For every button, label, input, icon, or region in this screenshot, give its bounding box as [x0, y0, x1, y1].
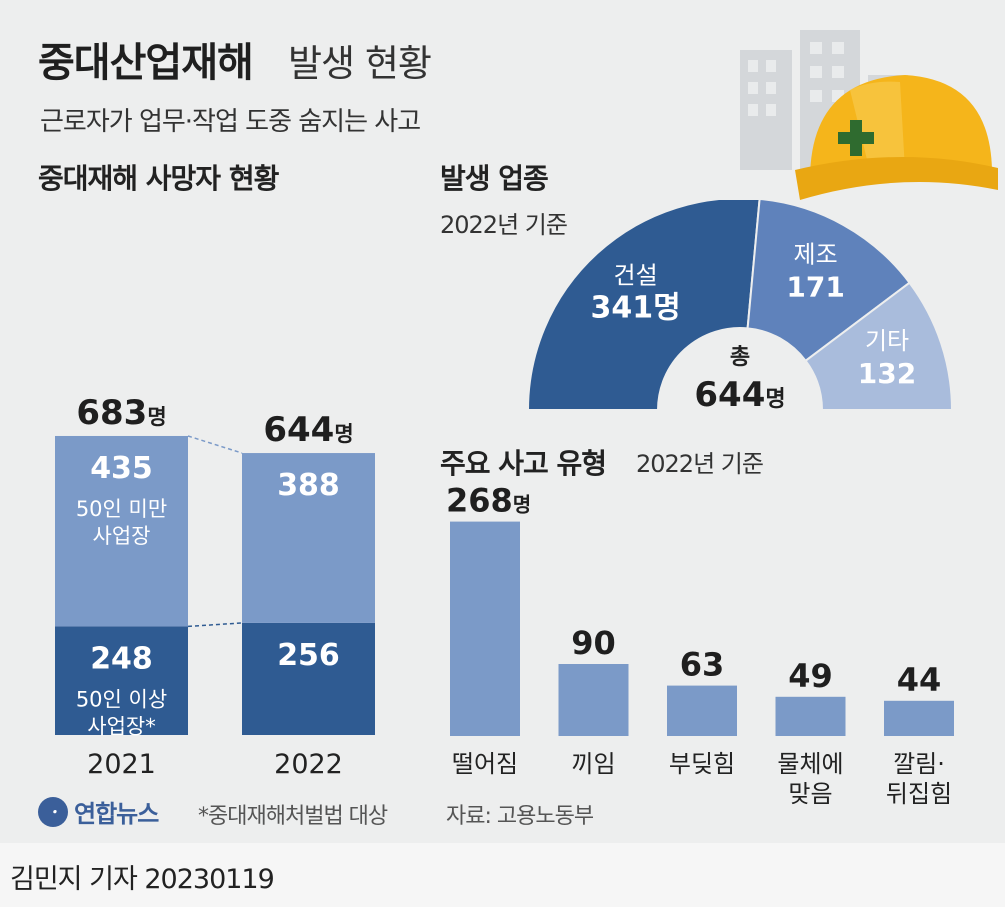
donut-slice-건설 — [526, 200, 761, 411]
donut-slice-제조 — [746, 200, 911, 363]
bar-깔림· 뒤집힘 — [884, 700, 954, 736]
series-label-under50: 50인 미만 — [76, 497, 167, 521]
slice-value: 171 — [786, 271, 844, 304]
source-note: 자료: 고용노동부 — [446, 804, 594, 829]
donut-slice-기타 — [804, 281, 954, 411]
bar-떨어짐 — [450, 521, 520, 736]
industry-chart-subtitle: 2022년 기준 — [440, 211, 568, 239]
series-label-50plus: 사업장* — [87, 714, 155, 738]
bar-물체에 맞음 — [775, 696, 846, 736]
bar-segment-under50 — [55, 435, 188, 627]
total-label: 683명 — [76, 393, 166, 433]
data-label: 44 — [897, 661, 942, 699]
slice-value: 132 — [858, 357, 916, 390]
bar-끼임 — [558, 664, 629, 736]
x-tick-label: 뒤집힘 — [886, 780, 952, 808]
center-label: 총 — [730, 345, 750, 370]
deaths-chart-title: 중대재해 사망자 현황 — [38, 162, 279, 195]
credit-bar — [0, 843, 1005, 907]
data-label: 49 — [788, 657, 833, 695]
series-label-50plus: 50인 이상 — [76, 687, 167, 711]
data-label-50plus: 256 — [277, 638, 340, 673]
slice-label: 기타 — [865, 327, 909, 355]
bar-segment-50plus — [55, 626, 188, 735]
x-tick-label: 깔림· — [893, 750, 945, 778]
accident-type-chart-subtitle: 2022년 기준 — [636, 450, 764, 478]
industry-chart-title: 발생 업종 — [440, 162, 549, 195]
bar-segment-under50 — [242, 453, 375, 623]
connector-line — [187, 435, 243, 454]
bar-segment-50plus — [242, 622, 375, 735]
connector-line — [187, 622, 243, 628]
center-total: 644명 — [694, 375, 785, 415]
x-tick-label: 맞음 — [788, 780, 832, 808]
page-subtitle: 근로자가 업무·작업 도중 숨지는 사고 — [40, 107, 421, 137]
footnote: *중대재해처벌법 대상 — [198, 804, 388, 829]
yonhap-logo-text: 연합뉴스 — [74, 800, 159, 828]
series-label-under50: 사업장 — [93, 524, 151, 548]
x-tick-label: 2022 — [274, 749, 343, 780]
bar-부딪힘 — [667, 685, 737, 736]
yonhap-logo: ㆍ 연합뉴스 — [38, 794, 159, 829]
data-label: 268명 — [446, 482, 531, 520]
slice-label: 건설 — [614, 261, 658, 289]
x-tick-label: 물체에 — [777, 750, 843, 778]
data-label: 90 — [571, 624, 616, 662]
x-tick-label: 끼임 — [571, 750, 615, 778]
slice-label: 제조 — [794, 241, 838, 269]
x-tick-label: 떨어짐 — [452, 750, 518, 778]
page-title-rest: 발생 현황 — [288, 42, 432, 85]
page-title: 중대산업재해 — [38, 40, 254, 86]
data-label-50plus: 248 — [90, 641, 153, 676]
accident-type-chart-title: 주요 사고 유형 — [440, 447, 607, 480]
yonhap-logo-mark-icon: ㆍ — [38, 796, 68, 827]
data-label-under50: 435 — [90, 451, 153, 486]
total-label: 644명 — [263, 410, 353, 450]
x-tick-label: 2021 — [87, 749, 156, 780]
hardhat-and-buildings-icon — [740, 30, 998, 200]
x-tick-label: 부딪힘 — [669, 750, 735, 778]
data-label-under50: 388 — [277, 468, 340, 503]
slice-value: 341명 — [590, 290, 680, 325]
data-label: 63 — [680, 646, 725, 684]
reporter-credit: 김민지 기자 20230119 — [10, 864, 275, 895]
